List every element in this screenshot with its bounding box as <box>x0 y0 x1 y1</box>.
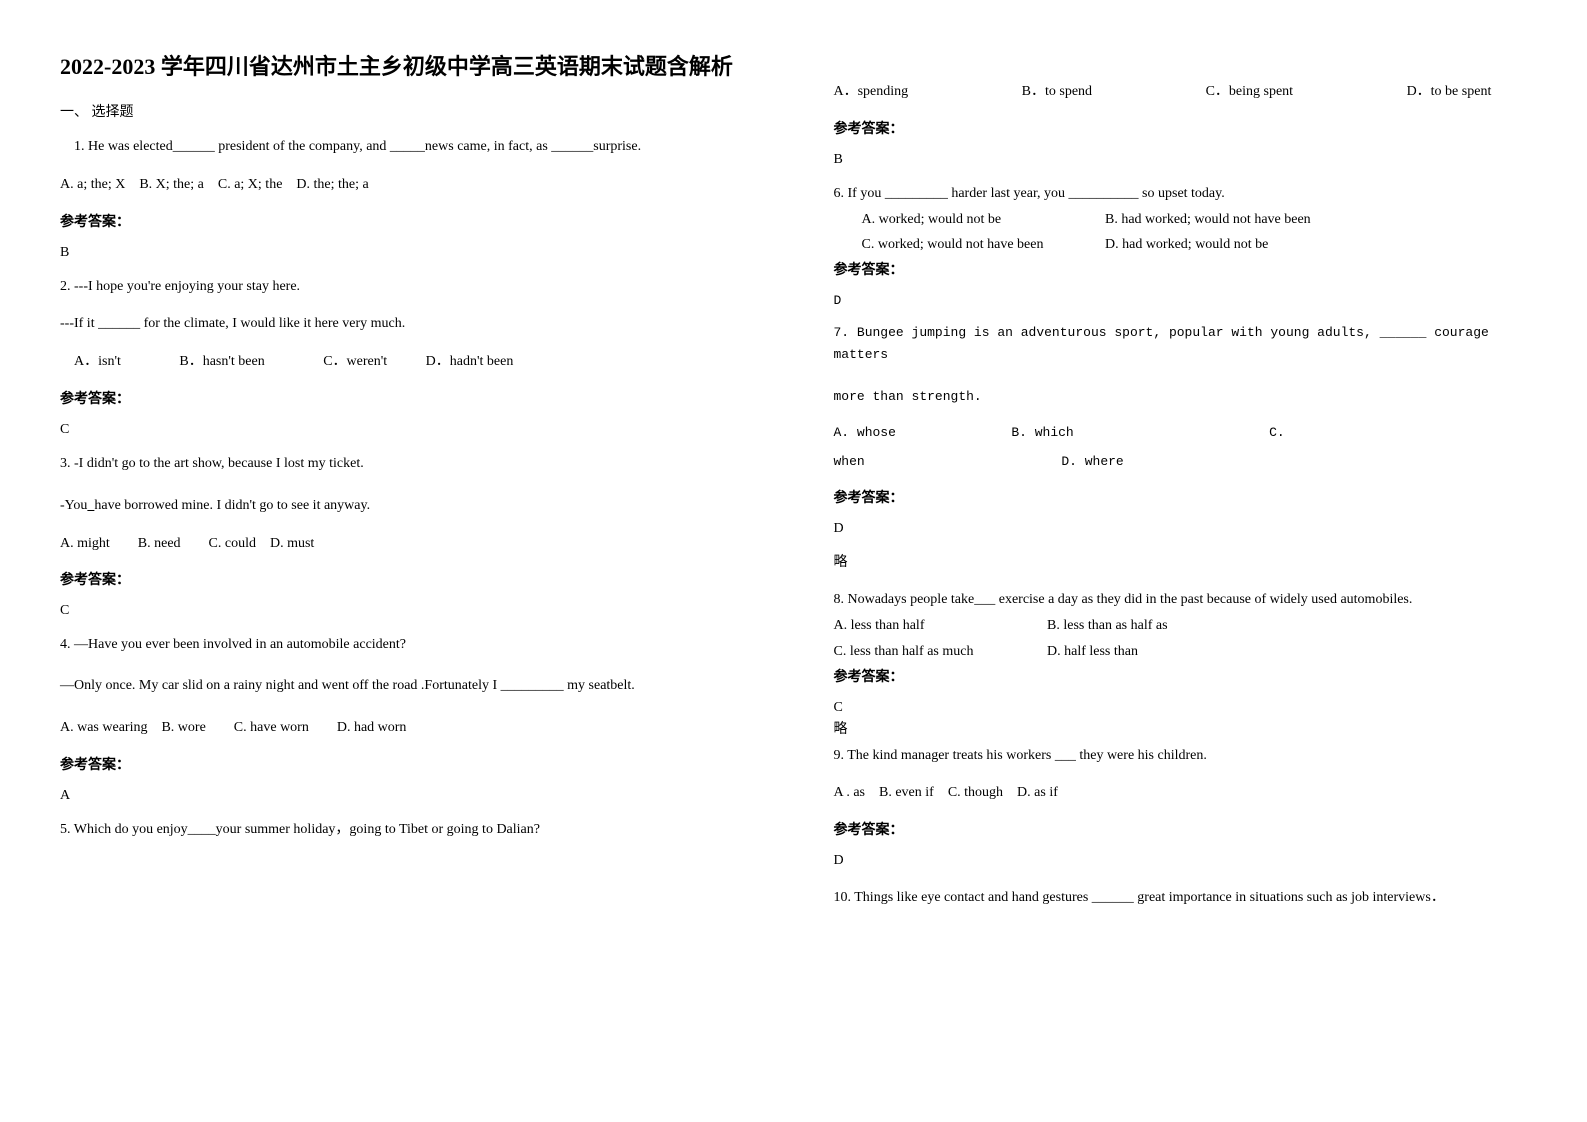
question-3-answer: C <box>60 603 754 619</box>
right-column: A．spending B．to spend C．being spent D．to… <box>834 50 1528 928</box>
q3-text2b: have borrowed mine. I didn't go to see i… <box>94 498 370 513</box>
question-3-line1: 3. -I didn't go to the art show, because… <box>60 452 754 476</box>
answer-label: 参考答案： <box>60 754 754 774</box>
q7-option-c: C. <box>1269 425 1285 440</box>
question-4-options: A. was wearing B. wore C. have worn D. h… <box>60 716 754 740</box>
question-3-line2: -You have borrowed mine. I didn't go to … <box>60 494 754 518</box>
left-column: 2022-2023 学年四川省达州市土主乡初级中学高三英语期末试题含解析 一、 … <box>60 50 754 928</box>
q5-option-c: C．being spent <box>1206 80 1294 104</box>
question-1-answer: B <box>60 245 754 261</box>
q5-option-b: B．to spend <box>1022 80 1092 104</box>
answer-label: 参考答案： <box>834 259 1528 279</box>
question-6-options-row1: A. worked; would not be B. had worked; w… <box>834 208 1528 232</box>
q2-option-b: B．hasn't been <box>179 350 264 374</box>
question-1-options: A. a; the; X B. X; the; a C. a; X; the D… <box>60 173 754 197</box>
q7-option-c2: when <box>834 451 1054 473</box>
q6-option-c: C. worked; would not have been <box>862 233 1102 257</box>
answer-label: 参考答案： <box>834 487 1528 507</box>
question-7-options-row2: when D. where <box>834 451 1528 473</box>
q5-option-d: D．to be spent <box>1407 84 1492 99</box>
q3-text2a: -You <box>60 498 87 513</box>
question-8-options-row2: C. less than half as much D. half less t… <box>834 640 1528 664</box>
question-7-omit: 略 <box>834 551 1528 575</box>
q8-option-d: D. half less than <box>1047 644 1138 659</box>
q5-option-a: A．spending <box>834 80 909 104</box>
q6-option-a: A. worked; would not be <box>862 208 1102 232</box>
question-6: 6. If you _________ harder last year, yo… <box>834 182 1528 206</box>
question-8: 8. Nowadays people take___ exercise a da… <box>834 588 1528 612</box>
q8-option-c: C. less than half as much <box>834 640 1044 664</box>
question-8-answer: C <box>834 700 1528 716</box>
question-6-answer: D <box>834 293 1528 308</box>
question-1: 1. He was elected______ president of the… <box>60 135 754 159</box>
answer-label: 参考答案： <box>60 569 754 589</box>
question-2-options: A．isn't B．hasn't been C．weren't D．hadn't… <box>60 350 754 374</box>
section-heading: 一、 选择题 <box>60 101 754 121</box>
question-10: 10. Things like eye contact and hand ges… <box>834 883 1528 914</box>
question-5-options: A．spending B．to spend C．being spent D．to… <box>834 80 1528 104</box>
answer-label: 参考答案： <box>60 211 754 231</box>
question-7-line2: more than strength. <box>834 386 1528 408</box>
question-4-line2: —Only once. My car slid on a rainy night… <box>60 671 754 702</box>
question-3-options: A. might B. need C. could D. must <box>60 532 754 556</box>
q7-option-b: B. which <box>1011 422 1261 444</box>
document-title: 2022-2023 学年四川省达州市土主乡初级中学高三英语期末试题含解析 <box>60 50 754 83</box>
question-6-options-row2: C. worked; would not have been D. had wo… <box>834 233 1528 257</box>
q7-option-d: D. where <box>1061 454 1123 469</box>
question-5-answer: B <box>834 152 1528 168</box>
q2-option-d: D．hadn't been <box>426 354 514 369</box>
question-7-line1: 7. Bungee jumping is an adventurous spor… <box>834 322 1528 366</box>
q8-option-b: B. less than as half as <box>1047 618 1168 633</box>
question-9-options: A . as B. even if C. though D. as if <box>834 781 1528 805</box>
q7-option-a: A. whose <box>834 422 1004 444</box>
question-2-line2: ---If it ______ for the climate, I would… <box>60 312 754 336</box>
question-2-line1: 2. ---I hope you're enjoying your stay h… <box>60 275 754 299</box>
q6-option-d: D. had worked; would not be <box>1105 237 1268 252</box>
answer-label: 参考答案： <box>834 118 1528 138</box>
q2-option-c: C．weren't <box>323 350 387 374</box>
question-7-answer: D <box>834 521 1528 537</box>
question-9: 9. The kind manager treats his workers _… <box>834 744 1528 768</box>
question-9-answer: D <box>834 853 1528 869</box>
question-2-answer: C <box>60 422 754 438</box>
question-4-answer: A <box>60 788 754 804</box>
question-4-line1: 4. —Have you ever been involved in an au… <box>60 633 754 657</box>
q8-option-a: A. less than half <box>834 614 1044 638</box>
q6-option-b: B. had worked; would not have been <box>1105 212 1311 227</box>
question-7-options-row1: A. whose B. which C. <box>834 422 1528 444</box>
question-8-options-row1: A. less than half B. less than as half a… <box>834 614 1528 638</box>
question-5: 5. Which do you enjoy____your summer hol… <box>60 818 754 842</box>
q2-option-a: A．isn't <box>74 350 121 374</box>
answer-label: 参考答案： <box>834 666 1528 686</box>
answer-label: 参考答案： <box>60 388 754 408</box>
question-8-omit: 略 <box>834 718 1528 742</box>
answer-label: 参考答案： <box>834 819 1528 839</box>
